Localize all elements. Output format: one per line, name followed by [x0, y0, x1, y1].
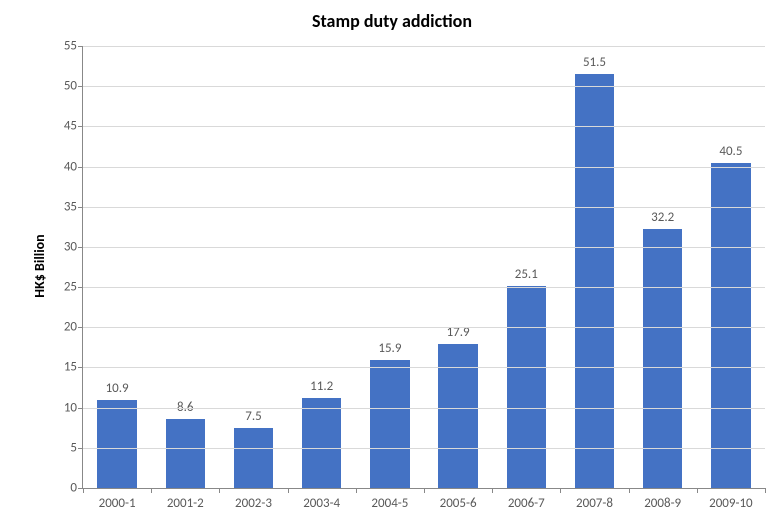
- x-tick-label: 2003-4: [303, 496, 340, 511]
- gridline: [83, 247, 765, 248]
- y-tick-mark: [78, 287, 83, 288]
- x-tick-mark: [697, 488, 698, 493]
- bar: [438, 344, 478, 488]
- bar-slot: 17.92005-6: [424, 46, 492, 488]
- y-tick-label: 20: [64, 320, 77, 335]
- gridline: [83, 86, 765, 87]
- bar: [234, 428, 274, 488]
- x-tick-mark: [424, 488, 425, 493]
- y-tick-label: 45: [64, 119, 77, 134]
- bar-slot: 15.92004-5: [356, 46, 424, 488]
- bar: [370, 360, 410, 488]
- gridline: [83, 367, 765, 368]
- x-tick-mark: [560, 488, 561, 493]
- gridline: [83, 327, 765, 328]
- x-tick-mark: [219, 488, 220, 493]
- y-tick-mark: [78, 167, 83, 168]
- y-tick-mark: [78, 126, 83, 127]
- bar-slot: 51.52007-8: [560, 46, 628, 488]
- y-tick-label: 0: [70, 481, 77, 496]
- gridline: [83, 126, 765, 127]
- bar-slot: 7.52002-3: [219, 46, 287, 488]
- chart-container: Stamp duty addiction HK$ Billion 10.9200…: [0, 0, 784, 531]
- y-tick-mark: [78, 207, 83, 208]
- x-tick-mark: [83, 488, 84, 493]
- bar: [166, 419, 206, 488]
- bars-wrap: 10.92000-18.62001-27.52002-311.22003-415…: [83, 46, 765, 488]
- y-tick-mark: [78, 46, 83, 47]
- bar: [97, 400, 137, 488]
- gridline: [83, 167, 765, 168]
- y-tick-label: 25: [64, 280, 77, 295]
- x-tick-label: 2001-2: [167, 496, 204, 511]
- gridline: [83, 207, 765, 208]
- bar-value-label: 10.9: [106, 381, 129, 396]
- bar-value-label: 51.5: [583, 55, 606, 70]
- y-tick-mark: [78, 408, 83, 409]
- x-tick-mark: [151, 488, 152, 493]
- bar: [507, 286, 547, 488]
- bar-value-label: 40.5: [719, 144, 742, 159]
- x-tick-label: 2005-6: [440, 496, 477, 511]
- y-tick-label: 40: [64, 159, 77, 174]
- y-tick-mark: [78, 86, 83, 87]
- bar-value-label: 11.2: [310, 379, 333, 394]
- bar-value-label: 32.2: [651, 210, 674, 225]
- x-tick-mark: [629, 488, 630, 493]
- bar-value-label: 15.9: [378, 341, 401, 356]
- y-axis-label: HK$ Billion: [31, 234, 48, 297]
- x-tick-mark: [356, 488, 357, 493]
- bar-slot: 40.52009-10: [697, 46, 765, 488]
- y-tick-label: 10: [64, 400, 77, 415]
- x-tick-label: 2000-1: [99, 496, 136, 511]
- x-tick-label: 2002-3: [235, 496, 272, 511]
- bar: [575, 74, 615, 488]
- bar-slot: 10.92000-1: [83, 46, 151, 488]
- x-tick-label: 2007-8: [576, 496, 613, 511]
- bar-slot: 11.22003-4: [288, 46, 356, 488]
- y-tick-mark: [78, 327, 83, 328]
- x-tick-mark: [492, 488, 493, 493]
- x-tick-label: 2006-7: [508, 496, 545, 511]
- chart-title: Stamp duty addiction: [0, 10, 784, 32]
- bar-slot: 8.62001-2: [151, 46, 219, 488]
- x-tick-mark: [288, 488, 289, 493]
- y-tick-mark: [78, 247, 83, 248]
- x-tick-label: 2008-9: [644, 496, 681, 511]
- y-tick-label: 55: [64, 39, 77, 54]
- y-tick-mark: [78, 448, 83, 449]
- bar-value-label: 25.1: [515, 267, 538, 282]
- bar: [643, 229, 683, 488]
- y-tick-label: 15: [64, 360, 77, 375]
- x-tick-label: 2004-5: [371, 496, 408, 511]
- gridline: [83, 46, 765, 47]
- gridline: [83, 408, 765, 409]
- bar-value-label: 7.5: [245, 409, 261, 424]
- y-tick-mark: [78, 367, 83, 368]
- y-tick-label: 30: [64, 239, 77, 254]
- x-tick-mark: [765, 488, 766, 493]
- y-tick-label: 5: [70, 440, 77, 455]
- bar-slot: 25.12006-7: [492, 46, 560, 488]
- bar: [711, 163, 751, 488]
- bar-slot: 32.22008-9: [629, 46, 697, 488]
- plot-area: 10.92000-18.62001-27.52002-311.22003-415…: [82, 46, 765, 489]
- gridline: [83, 448, 765, 449]
- y-tick-label: 50: [64, 79, 77, 94]
- y-tick-label: 35: [64, 199, 77, 214]
- gridline: [83, 287, 765, 288]
- bar: [302, 398, 342, 488]
- x-tick-label: 2009-10: [709, 496, 753, 511]
